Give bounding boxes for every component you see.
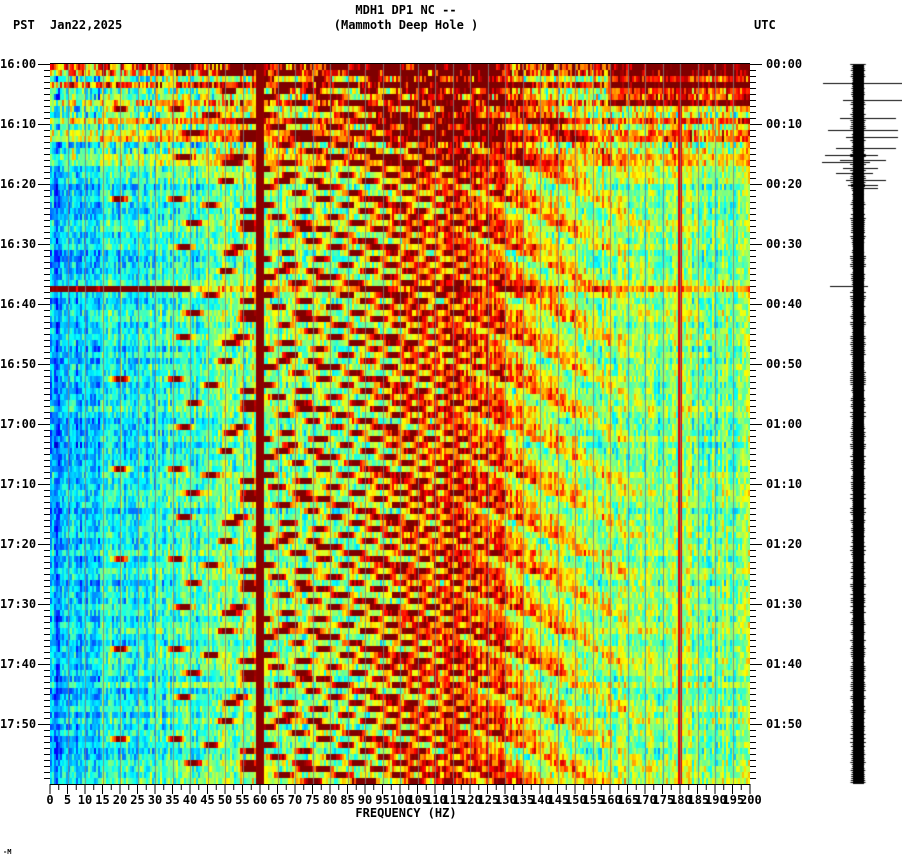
y-tick-label-utc: 01:30 [766,597,803,611]
spectrogram-heatmap [50,64,750,784]
x-tick-label: 140 [530,793,552,807]
x-tick-label: 135 [512,793,535,807]
x-tick-label: 40 [182,793,198,807]
x-tick-label: 190 [705,793,727,807]
x-tick-label: 110 [425,793,447,807]
x-tick-label: 20 [112,793,128,807]
y-tick-label-utc: 01:20 [766,537,803,551]
y-tick-label-utc: 00:30 [766,237,803,251]
x-tick-label: 120 [460,793,482,807]
y-tick-label-pst: 17:20 [0,537,37,551]
y-tick-label-utc: 00:00 [766,57,803,71]
chart-title-station: MDH1 DP1 NC -- [355,3,457,17]
y-tick-label-pst: 17:10 [0,477,37,491]
x-tick-label: 50 [217,793,233,807]
date-label: Jan22,2025 [50,18,123,32]
x-tick-label: 100 [390,793,412,807]
x-tick-label: 30 [147,793,163,807]
y-tick-label-utc: 00:50 [766,357,803,371]
x-tick-label: 130 [495,793,517,807]
y-tick-label-utc: 00:40 [766,297,803,311]
x-tick-label: 85 [340,793,355,807]
x-tick-label: 90 [357,793,373,807]
x-tick-label: 175 [652,793,675,807]
x-tick-label: 60 [252,793,268,807]
x-tick-label: 115 [442,793,465,807]
y-tick-label-utc: 01:00 [766,417,803,431]
y-tick-label-pst: 16:40 [0,297,37,311]
y-tick-label-utc: 00:10 [766,117,803,131]
x-tick-label: 45 [200,793,215,807]
x-tick-label: 80 [322,793,338,807]
x-tick-label: 185 [687,793,710,807]
x-tick-label: 65 [270,793,285,807]
x-tick-label: 75 [305,793,320,807]
y-tick-label-pst: 17:50 [0,717,37,731]
x-tick-label: 105 [407,793,430,807]
y-tick-label-utc: 00:20 [766,177,803,191]
y-tick-label-pst: 17:00 [0,417,37,431]
x-tick-label: 0 [46,793,54,807]
x-tick-label: 160 [600,793,622,807]
x-tick-label: 155 [582,793,605,807]
x-tick-label: 25 [130,793,145,807]
x-tick-label: 150 [565,793,587,807]
y-tick-label-pst: 17:30 [0,597,37,611]
x-tick-label: 125 [477,793,500,807]
y-tick-label-utc: 01:50 [766,717,803,731]
x-tick-label: 180 [670,793,692,807]
y-tick-label-pst: 17:40 [0,657,37,671]
spectrogram-plot [50,64,750,784]
y-tick-label-pst: 16:20 [0,177,37,191]
x-tick-label: 55 [235,793,250,807]
x-tick-label: 70 [287,793,303,807]
y-tick-label-utc: 01:40 [766,657,803,671]
chart-title-location: (Mammoth Deep Hole ) [333,18,479,32]
x-axis-title: FREQUENCY (HZ) [355,806,457,820]
x-tick-label: 35 [165,793,180,807]
x-tick-label: 200 [740,793,762,807]
x-tick-label: 5 [63,793,72,807]
x-tick-label: 145 [547,793,570,807]
seismogram-trace [800,60,902,790]
x-tick-label: 170 [635,793,657,807]
y-tick-label-pst: 16:30 [0,237,37,251]
x-tick-label: 165 [617,793,640,807]
x-tick-label: 195 [722,793,745,807]
y-tick-label-pst: 16:10 [0,117,37,131]
right-timezone-label: UTC [754,18,776,32]
y-tick-label-pst: 16:50 [0,357,37,371]
x-tick-label: 10 [77,793,93,807]
footer-mark: -M [3,848,12,856]
y-tick-label-pst: 16:00 [0,57,37,71]
plot-top-border [50,63,750,64]
left-timezone-label: PST [13,18,35,32]
x-tick-label: 95 [375,793,390,807]
y-tick-label-utc: 01:10 [766,477,803,491]
x-tick-label: 15 [95,793,110,807]
